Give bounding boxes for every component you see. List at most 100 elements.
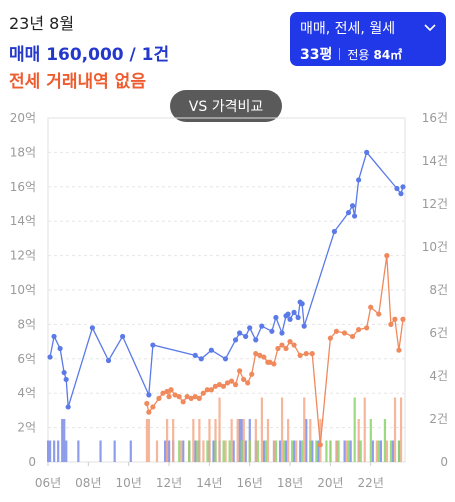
data-point	[301, 323, 307, 329]
volume-bar	[180, 440, 183, 462]
data-point	[349, 333, 356, 340]
data-point	[168, 387, 174, 393]
volume-bar	[299, 440, 302, 462]
volume-bar	[212, 440, 215, 462]
compare-button[interactable]: VS 가격비교	[170, 90, 282, 122]
volume-bar	[389, 440, 393, 462]
volume-bar	[274, 440, 278, 462]
volume-bar	[178, 440, 181, 462]
y-tick-label: 18억	[10, 145, 36, 159]
data-point	[253, 351, 259, 357]
y-tick-label: 0	[28, 455, 36, 469]
volume-bar	[129, 440, 132, 462]
x-tick-label: 18년	[277, 476, 303, 490]
y-tick-label: 10억	[10, 283, 36, 297]
y2-tick-label: 10건	[422, 240, 448, 254]
size-label: 33평	[300, 47, 333, 63]
sale-price-summary: 매매 160,000 / 1건	[9, 45, 170, 65]
divider	[339, 48, 341, 60]
volume-bar	[163, 440, 167, 462]
y2-tick-label: 12건	[422, 197, 448, 211]
data-point	[392, 316, 398, 322]
area-label: 전용	[347, 47, 370, 62]
volume-bar	[202, 440, 205, 462]
volume-bar	[222, 440, 225, 462]
volume-bar	[254, 419, 257, 462]
volume-bar	[397, 440, 401, 462]
volume-bar	[147, 419, 151, 462]
data-point	[166, 394, 172, 400]
volume-bar	[353, 397, 356, 462]
data-point	[89, 325, 95, 331]
data-point	[245, 380, 251, 386]
data-point	[333, 328, 340, 334]
data-point	[146, 392, 152, 398]
data-point	[398, 191, 404, 197]
data-point	[261, 354, 267, 360]
data-point	[283, 345, 289, 352]
y-tick-label: 8억	[17, 317, 36, 331]
data-point	[317, 442, 323, 448]
volume-bar	[206, 440, 209, 462]
volume-bar	[264, 440, 268, 462]
volume-bar	[357, 419, 360, 462]
volume-bar	[214, 440, 217, 462]
data-point	[241, 376, 247, 383]
volume-bar	[244, 440, 247, 462]
data-point	[368, 304, 374, 310]
data-point	[364, 325, 370, 331]
volume-bar	[305, 419, 308, 462]
volume-bar	[343, 440, 346, 462]
volume-bar	[383, 419, 387, 462]
volume-bar	[301, 440, 304, 462]
volume-bar	[260, 397, 263, 462]
data-point	[184, 394, 190, 400]
data-point	[273, 314, 279, 321]
data-point	[212, 383, 219, 389]
volume-bar	[145, 419, 149, 462]
data-point	[279, 330, 285, 336]
volume-bar	[192, 419, 195, 462]
volume-bar	[391, 440, 395, 462]
volume-bar	[61, 419, 64, 462]
data-point	[349, 203, 356, 209]
data-point	[271, 361, 277, 367]
volume-bar	[337, 440, 340, 462]
data-point	[259, 323, 265, 329]
y-tick-label: 14억	[10, 214, 36, 228]
data-point	[356, 326, 362, 333]
data-point	[237, 368, 243, 374]
volume-bar	[230, 419, 233, 462]
data-point	[356, 177, 362, 183]
data-point	[150, 404, 156, 410]
data-point	[287, 316, 293, 322]
volume-bar	[63, 419, 66, 462]
data-point	[247, 325, 253, 331]
area-value: 84㎡	[373, 47, 403, 62]
data-point	[176, 394, 182, 400]
data-point	[164, 388, 170, 395]
volume-bar	[218, 397, 221, 462]
data-point	[160, 390, 166, 396]
data-point	[253, 337, 259, 343]
data-point	[208, 387, 214, 393]
volume-bar	[228, 440, 231, 462]
y-tick-label: 2억	[17, 421, 36, 435]
volume-bar	[166, 419, 169, 462]
volume-bar	[311, 440, 314, 462]
volume-bar	[236, 419, 239, 462]
data-point	[299, 301, 305, 307]
data-point	[394, 185, 400, 192]
data-point	[216, 382, 223, 388]
x-tick-label: 22년	[358, 476, 384, 490]
volume-bar	[65, 440, 68, 462]
volume-bar	[196, 440, 199, 462]
volume-bar	[329, 440, 332, 462]
y-tick-label: 20억	[10, 111, 36, 125]
volume-bar	[49, 440, 52, 462]
volume-bar	[208, 419, 211, 462]
filter-dropdown[interactable]: 매매, 전세, 월세 33평 전용 84㎡	[290, 12, 446, 66]
data-point	[232, 382, 239, 388]
volume-bar	[198, 419, 201, 462]
volume-bar	[293, 440, 296, 462]
